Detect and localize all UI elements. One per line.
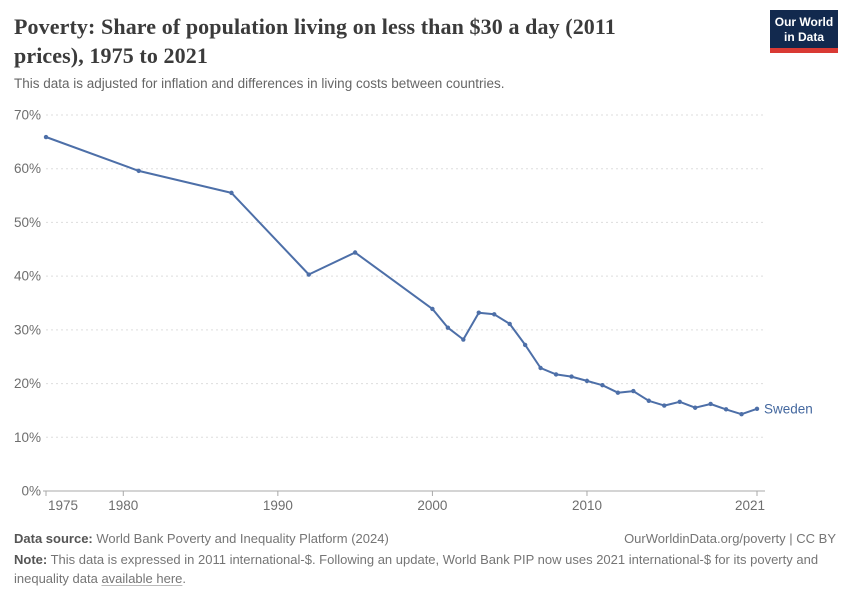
note-line2-prefix: inequality data [14, 570, 102, 586]
owid-logo[interactable]: Our World in Data [770, 10, 838, 53]
svg-text:60%: 60% [14, 161, 41, 176]
svg-text:1990: 1990 [263, 498, 293, 513]
note-label: Note: [14, 552, 48, 567]
series-label-sweden: Sweden [764, 401, 813, 416]
line-chart: 0% 10% 20% 30% 40% 50% 60% 70% 1975 1980 1990 2000 2… [0, 100, 850, 525]
chart-title-line2: prices), 1975 to 2021 [14, 42, 208, 68]
svg-text:2010: 2010 [572, 498, 602, 513]
svg-text:1980: 1980 [108, 498, 138, 513]
footer-credit[interactable]: OurWorldinData.org/poverty | CC BY [624, 531, 836, 546]
footer-note: Note: This data is expressed in 2011 int… [14, 551, 836, 588]
svg-text:30%: 30% [14, 322, 41, 337]
svg-text:2021: 2021 [735, 498, 765, 513]
svg-text:20%: 20% [14, 376, 41, 391]
note-line1: This data is expressed in 2011 internati… [47, 552, 819, 567]
chart-title-line1: Poverty: Share of population living on l… [14, 14, 616, 39]
owid-logo-box: Our World in Data [770, 10, 838, 48]
data-source: Data source: World Bank Poverty and Ineq… [14, 531, 389, 546]
svg-text:0%: 0% [21, 484, 41, 499]
chart-svg: 0% 10% 20% 30% 40% 50% 60% 70% 1975 1980 1990 2000 2… [14, 108, 813, 514]
owid-logo-text-line2: in Data [783, 29, 824, 44]
owid-logo-text-line1: Our World [774, 15, 834, 29]
available-here-link[interactable]: available here [101, 570, 183, 586]
svg-text:40%: 40% [14, 269, 41, 284]
data-source-label: Data source: [14, 531, 93, 546]
chart-title: Poverty: Share of population living on l… [14, 13, 764, 70]
owid-logo-red-bar [770, 48, 838, 53]
svg-text:2000: 2000 [417, 498, 447, 513]
data-source-text: World Bank Poverty and Inequality Platfo… [92, 531, 389, 546]
svg-text:50%: 50% [14, 215, 41, 230]
svg-text:10%: 10% [14, 430, 41, 445]
svg-text:1975: 1975 [48, 498, 78, 513]
note-suffix: . [182, 570, 187, 586]
svg-text:70%: 70% [14, 108, 41, 123]
chart-subtitle: This data is adjusted for inflation and … [14, 76, 505, 91]
footer-source-row: Data source: World Bank Poverty and Ineq… [14, 531, 836, 546]
